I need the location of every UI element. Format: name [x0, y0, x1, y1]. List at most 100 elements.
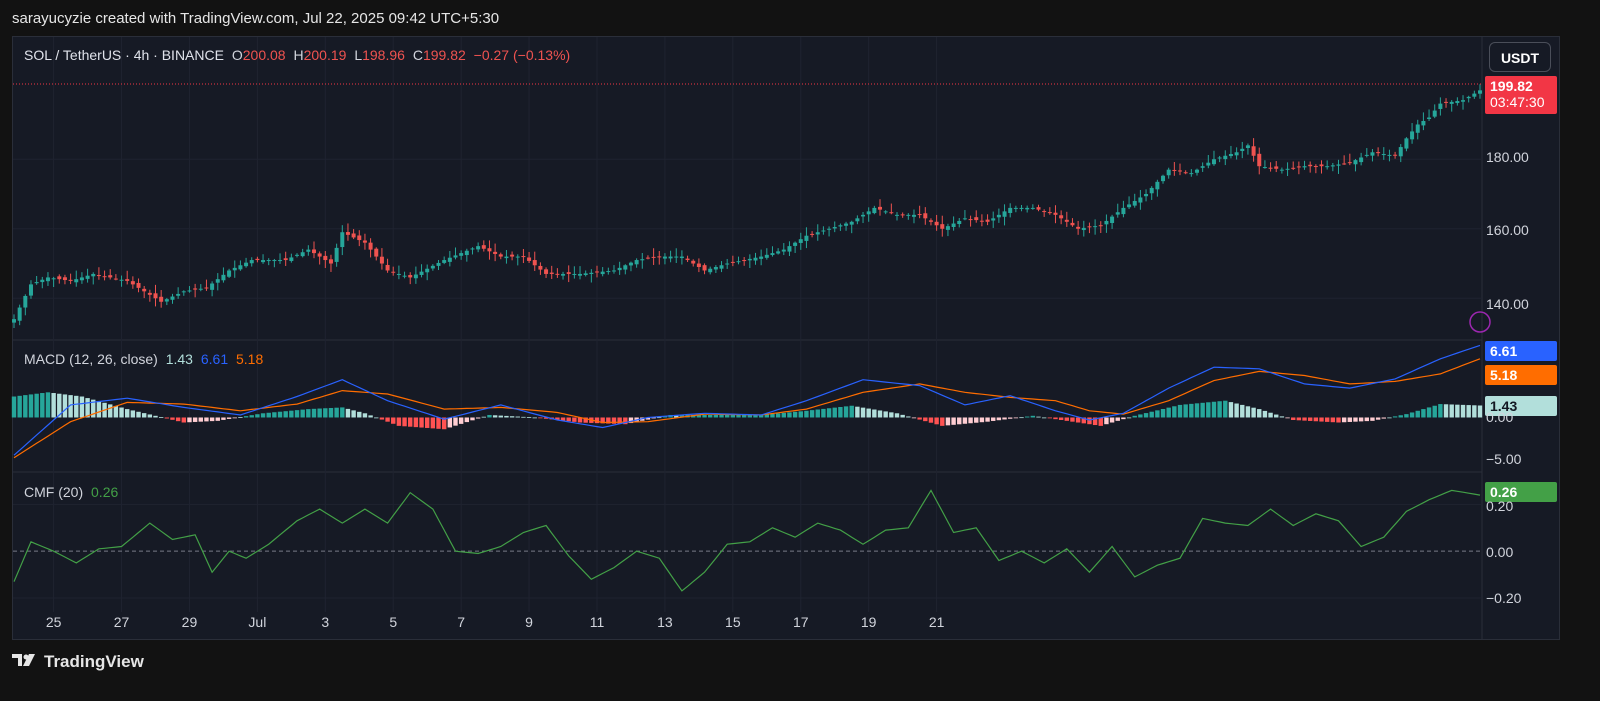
macd-histogram-bar [272, 412, 277, 418]
macd-histogram-bar [232, 417, 237, 419]
currency-button[interactable]: USDT [1489, 42, 1551, 72]
macd-histogram-bar [351, 410, 356, 418]
candle-body [832, 227, 837, 229]
macd-histogram-bar [843, 406, 849, 418]
macd-histogram-bar [1415, 410, 1420, 418]
macd-histogram-bar [662, 416, 668, 418]
macd-histogram-bar [221, 417, 226, 420]
candle-body [719, 265, 724, 269]
macd-histogram-bar [243, 416, 249, 418]
candle-body [804, 235, 809, 241]
candle-body [1008, 207, 1013, 213]
candle-body [45, 277, 50, 282]
candle-body [504, 256, 509, 259]
macd-histogram-bar [1421, 409, 1426, 418]
macd-histogram-bar [753, 414, 758, 418]
candle-body [1359, 157, 1364, 163]
macd-histogram-bar [798, 411, 803, 418]
macd-histogram-bar [1087, 417, 1092, 425]
macd-histogram-bar [1149, 411, 1154, 418]
macd-histogram-bar [453, 417, 458, 426]
candle-body [1127, 204, 1132, 208]
chart-frame[interactable] [12, 36, 1560, 640]
macd-histogram-bar [130, 410, 136, 418]
macd-histogram-bar [28, 394, 34, 418]
macd-histogram-bar [192, 417, 198, 422]
candle-body [210, 283, 215, 290]
candle-body [742, 260, 747, 262]
macd-histogram-bar [1353, 417, 1358, 422]
candle-body [1313, 166, 1318, 168]
macd-histogram-bar [1234, 403, 1239, 418]
macd-histogram-bar [945, 417, 951, 426]
tradingview-brand[interactable]: TradingView [12, 652, 144, 682]
macd-histogram-bar [441, 417, 447, 430]
candle-body [1387, 154, 1392, 156]
macd-histogram-bar [108, 404, 113, 418]
macd-histogram-bar [470, 417, 475, 421]
macd-histogram-bar [951, 417, 956, 425]
candle-body [515, 256, 520, 258]
candle-body [668, 256, 673, 259]
tradingview-logo-icon [12, 652, 38, 673]
macd-histogram-bar [657, 417, 662, 419]
candle-body [96, 275, 101, 277]
macd-histogram-bar [1115, 417, 1120, 421]
candle-body [906, 214, 911, 216]
candle-body [1172, 169, 1177, 171]
candle-body [204, 287, 209, 289]
macd-histogram-bar [674, 414, 679, 418]
candle-body [187, 290, 192, 292]
candle-body [1059, 215, 1064, 219]
candle-body [442, 260, 447, 263]
cmf-name[interactable]: CMF (20) [24, 484, 84, 500]
candle-body [487, 248, 492, 252]
macd-histogram-bar [509, 416, 515, 418]
candle-body [1461, 100, 1466, 102]
candle-body [753, 257, 758, 261]
macd-histogram-bar [419, 417, 424, 428]
candle-body [872, 207, 877, 214]
cmf-axis-label: −0.20 [1486, 590, 1522, 606]
candle-body [328, 259, 333, 264]
symbol-label[interactable]: SOL / TetherUS · 4h · BINANCE [24, 47, 224, 63]
price-legend: SOL / TetherUS · 4h · BINANCE O200.08 H2… [24, 47, 574, 63]
candle-body [28, 284, 33, 296]
candle-body [345, 232, 350, 235]
macd-histogram-bar [1324, 417, 1330, 422]
candle-body [1121, 207, 1126, 215]
macd-signal-value: 5.18 [236, 351, 264, 367]
macd-histogram-bar [51, 393, 56, 418]
candle-body [979, 220, 984, 222]
macd-line [13, 344, 1481, 456]
macd-histogram-bar [1024, 416, 1030, 418]
candle-body [787, 246, 792, 252]
candle-body [657, 256, 662, 258]
candle-body [1200, 166, 1205, 168]
macd-histogram-bar [940, 417, 945, 426]
candle-body [1285, 168, 1290, 170]
candle-body [781, 249, 786, 252]
candle-body [544, 269, 549, 274]
macd-histogram-bar [1002, 417, 1007, 420]
macd-name[interactable]: MACD (12, 26, close) [24, 351, 158, 367]
macd-histogram-bar [1211, 401, 1217, 418]
macd-histogram-bar [1375, 417, 1381, 420]
candle-body [227, 270, 232, 277]
macd-histogram-bar [1330, 417, 1336, 423]
macd-histogram-bar [866, 408, 871, 418]
macd-histogram-bar [532, 417, 537, 419]
candle-body [1245, 145, 1250, 149]
macd-histogram-bar [504, 415, 509, 418]
candle-body [957, 220, 962, 225]
macd-histogram-bar [1200, 402, 1205, 418]
candle-body [1291, 167, 1296, 169]
macd-histogram-bar [464, 417, 470, 423]
macd-histogram-bar [821, 408, 826, 418]
candle-body [34, 282, 39, 284]
candle-body [900, 214, 905, 216]
candle-body [1427, 117, 1432, 120]
macd-histogram-bar [1070, 417, 1075, 422]
candle-body [798, 239, 803, 243]
